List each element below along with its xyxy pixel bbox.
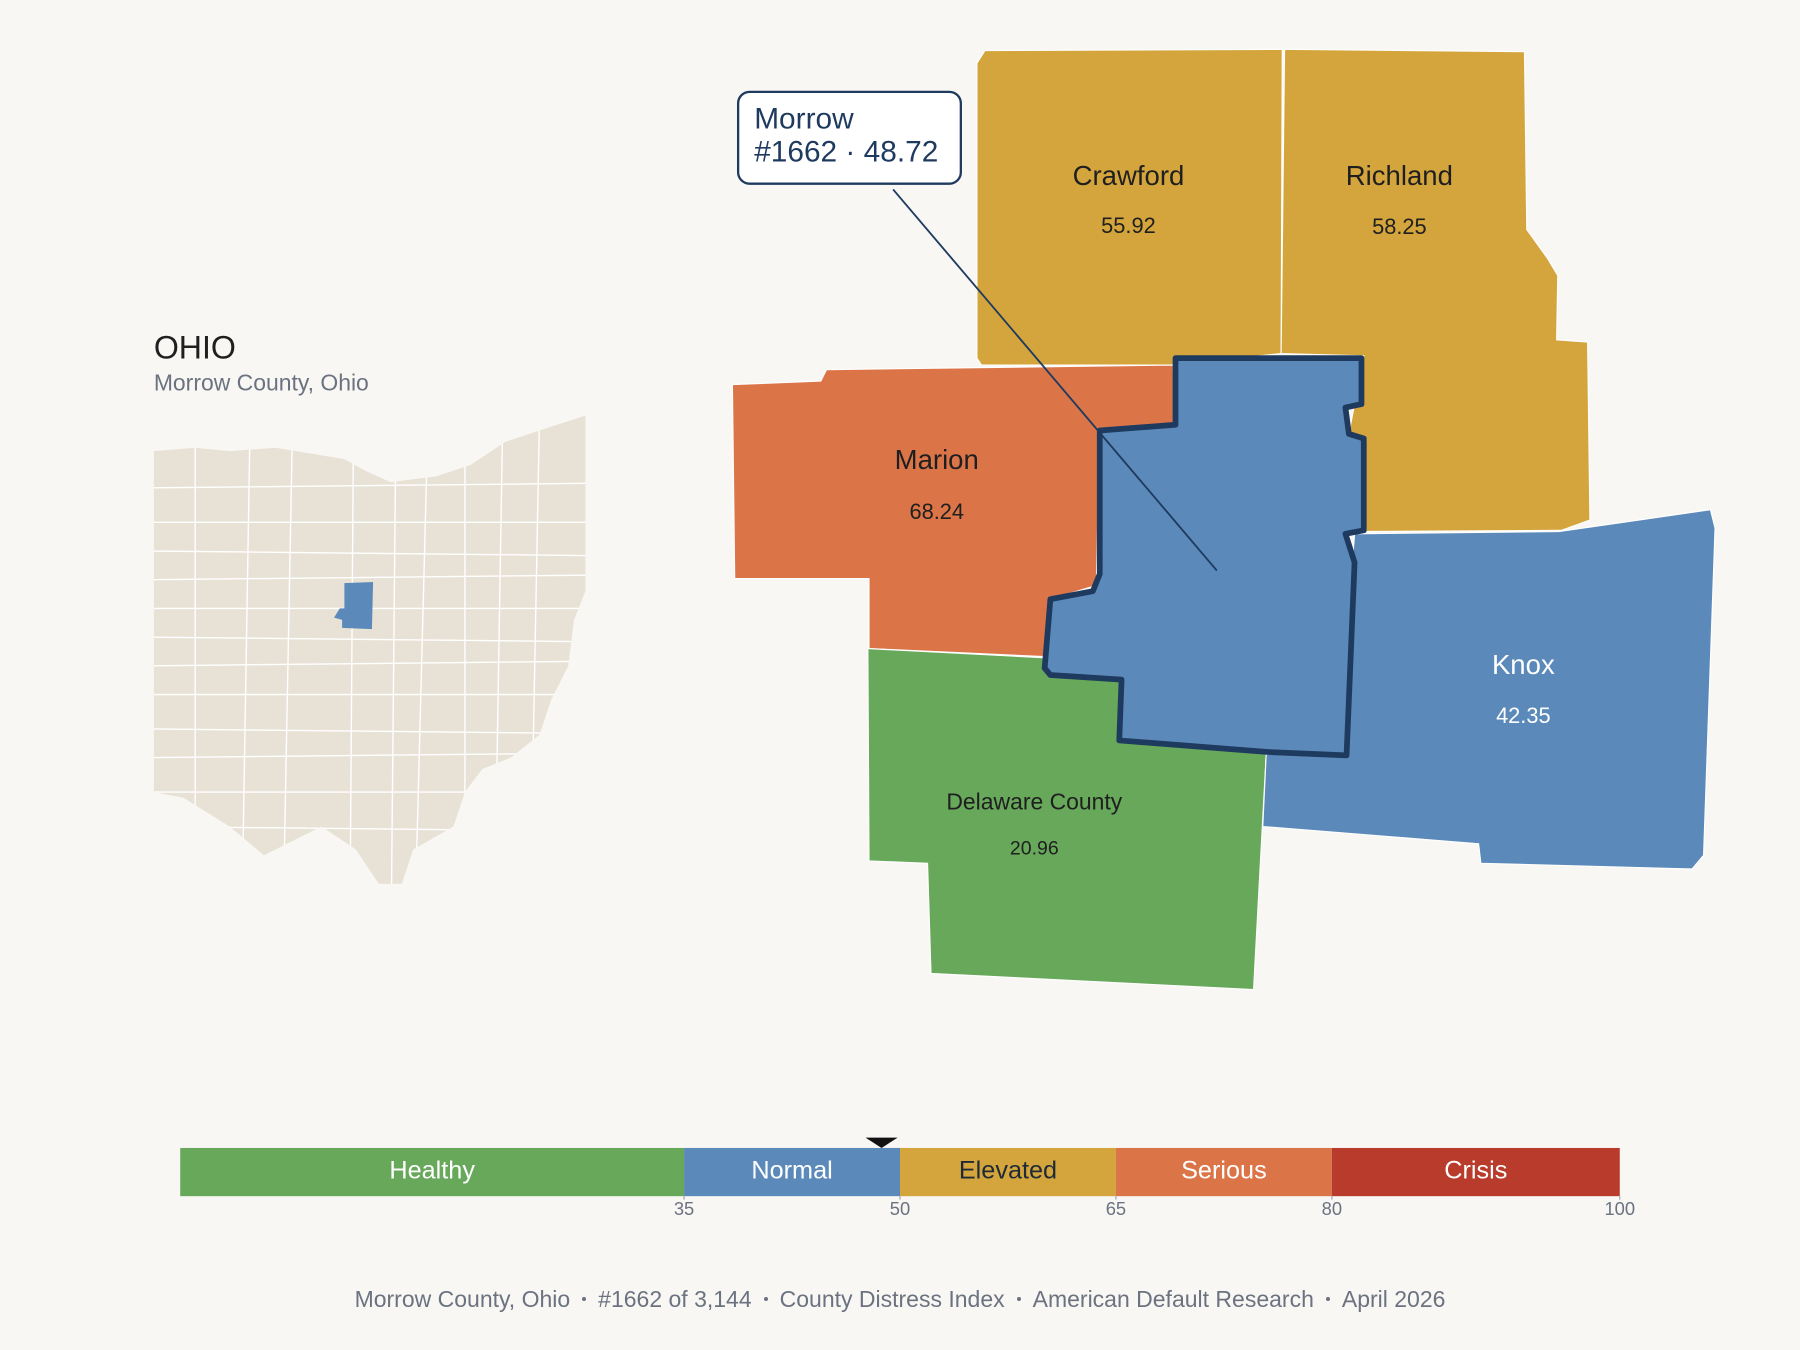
- footer-item: Morrow County, Ohio: [354, 1285, 571, 1312]
- highlight-county: [334, 582, 374, 630]
- band-label: Crisis: [1444, 1157, 1507, 1185]
- counties: Crawford 55.92 Richland 58.25 Marion 68.24 Del…: [731, 48, 1716, 991]
- scale-band: [1115, 1147, 1332, 1197]
- county-border: [349, 415, 355, 884]
- county: [976, 48, 1283, 366]
- county-value: 58.25: [1372, 214, 1427, 239]
- scale: Healthy Normal Elevated Serious Crisis 35 50 65…: [180, 1137, 1635, 1219]
- ohio-shape: [153, 415, 586, 884]
- county-name: Delaware County: [946, 789, 1122, 815]
- county-value: 42.35: [1496, 703, 1551, 728]
- tick-label: 65: [1106, 1198, 1126, 1219]
- band-label: Normal: [751, 1157, 832, 1185]
- footer: Morrow County, Ohio #1662 of 3,144 County …: [0, 1284, 1800, 1314]
- county-value: 20.96: [1010, 838, 1059, 860]
- county-name: Richland: [1346, 160, 1453, 191]
- county-border: [153, 636, 586, 643]
- scale-band: [900, 1147, 1116, 1197]
- ohio-inset: OHIO Morrow County, Ohio: [153, 330, 586, 884]
- county-border: [282, 415, 294, 884]
- callout-detail: #1662 · 48.72: [754, 136, 938, 169]
- band-label: Healthy: [389, 1157, 475, 1185]
- tick-label: 100: [1604, 1198, 1635, 1219]
- county-border: [153, 660, 586, 667]
- county-border: [390, 415, 397, 884]
- county-border: [153, 728, 586, 735]
- tick-label: 35: [674, 1198, 694, 1219]
- county-border: [153, 550, 586, 557]
- county-border: [414, 415, 429, 884]
- scale-band: [684, 1147, 900, 1197]
- inset-subtitle: Morrow County, Ohio: [154, 370, 369, 396]
- separator: [763, 1297, 768, 1301]
- separator: [1016, 1297, 1021, 1301]
- callout: Morrow #1662 · 48.72: [736, 90, 1218, 572]
- county-border: [153, 574, 586, 581]
- county-name: Marion: [895, 444, 979, 475]
- footer-item: County Distress Index: [779, 1285, 1005, 1312]
- leader-line: [892, 188, 1218, 572]
- footer-item: #1662 of 3,144: [598, 1285, 752, 1312]
- inset-title: OHIO: [154, 330, 236, 366]
- county-border: [241, 415, 251, 884]
- callout-title: Morrow: [754, 102, 854, 135]
- band-label: Elevated: [959, 1157, 1057, 1185]
- separator: [582, 1297, 587, 1301]
- scale-band: [1331, 1147, 1620, 1197]
- separator: [1325, 1297, 1330, 1301]
- tick-label: 50: [890, 1198, 910, 1219]
- county-name: Crawford: [1073, 160, 1185, 191]
- county-border: [153, 482, 586, 489]
- score-pointer: [865, 1137, 898, 1148]
- scale-band: [180, 1147, 685, 1197]
- county-value: 55.92: [1101, 213, 1156, 238]
- footer-item: April 2026: [1341, 1285, 1446, 1312]
- footer-item: American Default Research: [1032, 1285, 1314, 1312]
- callout-box: [736, 90, 962, 185]
- tick-label: 80: [1322, 1198, 1342, 1219]
- band-label: Serious: [1181, 1157, 1267, 1185]
- county-name: Knox: [1492, 649, 1555, 680]
- county-value: 68.24: [909, 499, 964, 524]
